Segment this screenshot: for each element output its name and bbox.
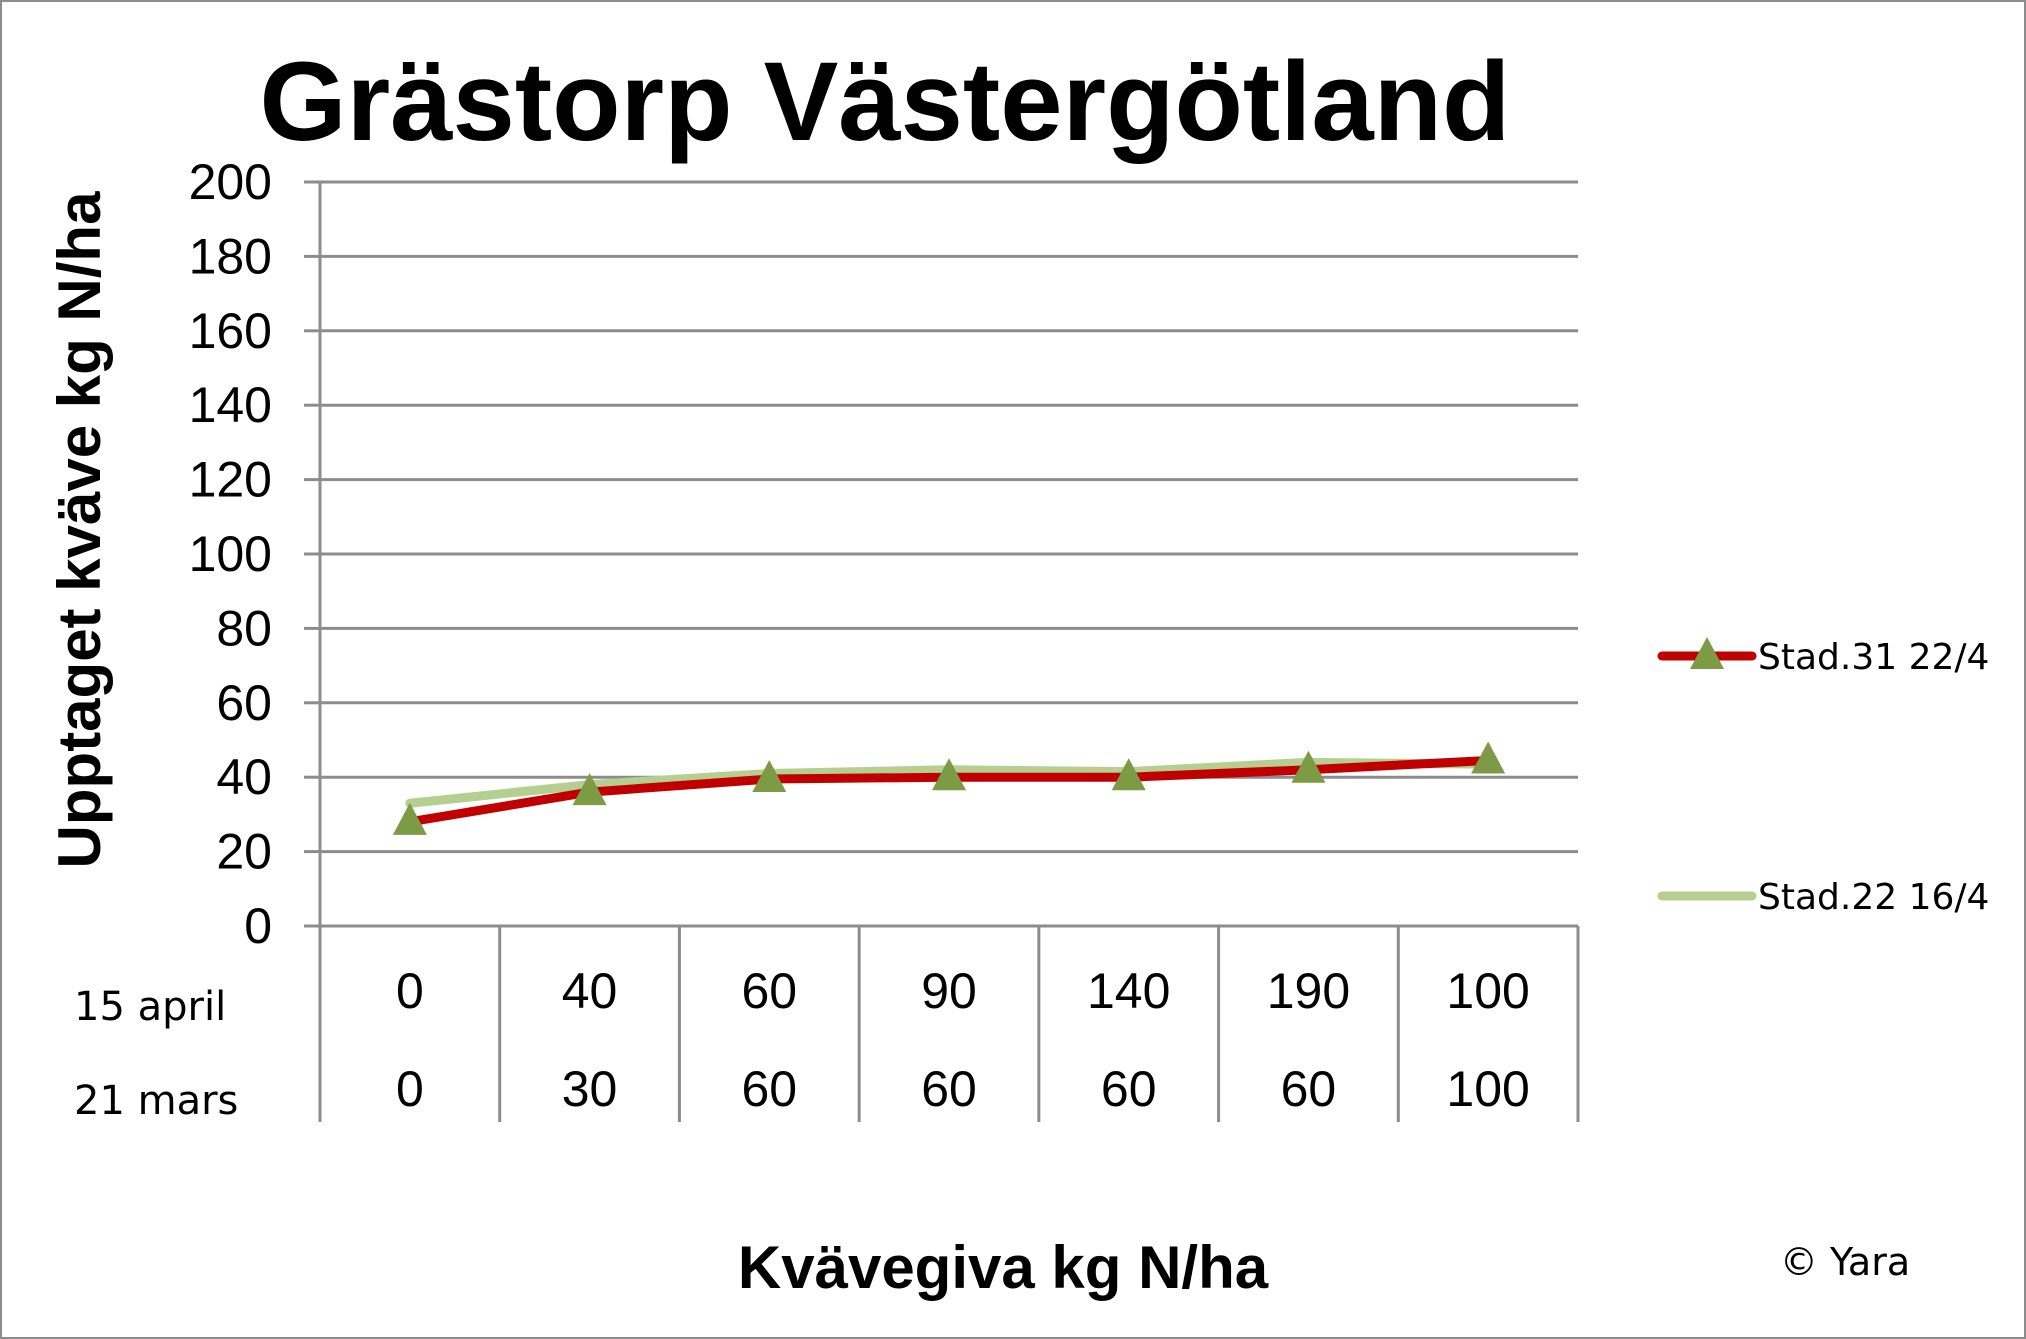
series-lines [392, 741, 1506, 835]
legend-label: Stad.22 16/4 [1758, 877, 1989, 918]
y-tick-label: 20 [216, 824, 272, 880]
data-point-marker [752, 760, 787, 793]
data-point-marker [1111, 758, 1146, 791]
x-category-label: 60 [741, 1061, 797, 1117]
y-tick-label: 200 [189, 154, 272, 210]
data-point-marker [1471, 741, 1506, 774]
x-axis-title: Kvävegiva kg N/ha [738, 1234, 1269, 1301]
chart-title: Grästorp Västergötland [260, 39, 1511, 164]
y-tick-label: 60 [216, 675, 272, 731]
x-category-label: 0 [396, 1061, 424, 1117]
x-category-label: 30 [562, 1061, 618, 1117]
y-tick-label: 40 [216, 749, 272, 805]
legend: Stad.31 22/4 Stad.22 16/4 [1657, 637, 1989, 918]
y-tick-label: 160 [189, 303, 272, 359]
x-category-label: 40 [562, 963, 618, 1019]
y-tick-label: 0 [244, 898, 272, 954]
data-point-marker [572, 773, 607, 806]
x-category-label: 60 [741, 963, 797, 1019]
y-tick-label: 140 [189, 377, 272, 433]
x-category-label: 140 [1087, 963, 1170, 1019]
data-point-marker [1291, 750, 1326, 783]
category-row-label: 21 mars [74, 1078, 238, 1124]
gridlines [320, 180, 1578, 854]
y-tick-labels: 0 20 40 60 80 100 120 140 160 180 200 [189, 154, 272, 954]
x-category-label: 0 [396, 963, 424, 1019]
y-axis-title: Upptaget kväve kg N/ha [46, 191, 113, 869]
category-row-label: 15 april [74, 984, 226, 1030]
x-category-label: 60 [1101, 1061, 1157, 1117]
y-tick-label: 80 [216, 600, 272, 656]
x-category-label: 190 [1267, 963, 1350, 1019]
axes [304, 180, 1580, 1122]
y-tick-label: 180 [189, 228, 272, 284]
y-tick-label: 100 [189, 526, 272, 582]
legend-marker [1690, 637, 1724, 669]
data-point-marker [392, 802, 427, 835]
legend-label: Stad.31 22/4 [1758, 637, 1989, 678]
data-point-marker [932, 758, 966, 791]
x-category-label: 60 [1281, 1061, 1337, 1117]
category-table: 15 april 0 40 60 90 140 190 100 21 mars 0 30 60 60 60… [74, 963, 1530, 1124]
x-category-label: 90 [921, 963, 977, 1019]
y-tick-label: 120 [189, 452, 272, 508]
x-category-label: 100 [1446, 963, 1529, 1019]
x-category-label: 100 [1446, 1061, 1529, 1117]
copyright-credit: © Yara [1780, 1240, 1910, 1284]
x-category-label: 60 [921, 1061, 977, 1117]
